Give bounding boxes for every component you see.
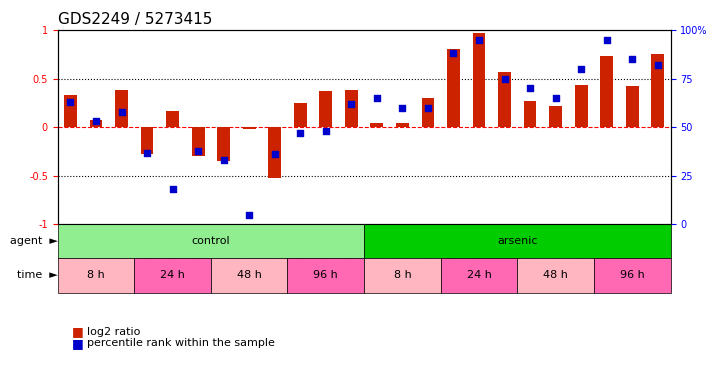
Point xyxy=(193,147,204,153)
FancyBboxPatch shape xyxy=(441,258,518,292)
Text: log2 ratio: log2 ratio xyxy=(87,327,140,337)
Bar xyxy=(192,127,205,156)
Point xyxy=(90,118,102,124)
Point xyxy=(345,101,357,107)
Text: ■: ■ xyxy=(72,326,84,338)
Bar xyxy=(64,95,77,127)
Bar xyxy=(167,111,179,127)
Bar xyxy=(601,56,613,127)
Text: arsenic: arsenic xyxy=(497,237,538,246)
Point xyxy=(473,37,485,43)
Bar xyxy=(575,86,588,127)
FancyBboxPatch shape xyxy=(288,258,364,292)
Bar xyxy=(523,101,536,127)
Text: 96 h: 96 h xyxy=(620,270,645,280)
Point xyxy=(294,130,306,136)
Text: 24 h: 24 h xyxy=(160,270,185,280)
FancyBboxPatch shape xyxy=(364,258,441,292)
FancyBboxPatch shape xyxy=(134,258,211,292)
Bar xyxy=(473,33,485,127)
Point xyxy=(448,50,459,56)
Text: percentile rank within the sample: percentile rank within the sample xyxy=(87,338,275,348)
Text: 48 h: 48 h xyxy=(236,270,262,280)
Text: 8 h: 8 h xyxy=(394,270,411,280)
Bar xyxy=(651,54,664,127)
Point xyxy=(652,62,663,68)
Point xyxy=(320,128,332,134)
Point xyxy=(499,76,510,82)
Point xyxy=(524,86,536,92)
Bar xyxy=(89,120,102,127)
Point xyxy=(218,157,229,163)
Bar xyxy=(268,127,281,178)
Text: time  ►: time ► xyxy=(17,270,58,280)
Bar xyxy=(549,106,562,127)
Point xyxy=(141,150,153,156)
Bar xyxy=(422,98,434,127)
Bar xyxy=(396,123,409,127)
Point xyxy=(627,56,638,62)
Point xyxy=(269,152,280,157)
Bar xyxy=(371,123,384,127)
FancyBboxPatch shape xyxy=(58,225,364,258)
Point xyxy=(423,105,434,111)
Text: GDS2249 / 5273415: GDS2249 / 5273415 xyxy=(58,12,212,27)
Text: 8 h: 8 h xyxy=(87,270,105,280)
Point xyxy=(397,105,408,111)
Text: 96 h: 96 h xyxy=(314,270,338,280)
Point xyxy=(550,95,562,101)
Text: ■: ■ xyxy=(72,337,84,350)
FancyBboxPatch shape xyxy=(518,258,594,292)
FancyBboxPatch shape xyxy=(594,258,671,292)
Text: 24 h: 24 h xyxy=(466,270,492,280)
Text: 48 h: 48 h xyxy=(543,270,568,280)
Bar xyxy=(294,103,306,127)
Point xyxy=(65,99,76,105)
Bar xyxy=(345,90,358,127)
Point xyxy=(244,212,255,218)
Point xyxy=(167,186,178,192)
FancyBboxPatch shape xyxy=(211,258,288,292)
Point xyxy=(371,95,383,101)
Text: control: control xyxy=(192,237,230,246)
Bar xyxy=(141,127,154,154)
Bar xyxy=(498,72,511,127)
Point xyxy=(601,37,612,43)
Bar xyxy=(217,127,230,161)
FancyBboxPatch shape xyxy=(364,225,671,258)
Text: agent  ►: agent ► xyxy=(10,237,58,246)
Bar xyxy=(626,86,639,127)
Point xyxy=(575,66,587,72)
Bar xyxy=(115,90,128,127)
FancyBboxPatch shape xyxy=(58,258,134,292)
Bar xyxy=(319,91,332,127)
Bar xyxy=(447,50,460,127)
Bar xyxy=(243,127,255,129)
Point xyxy=(116,109,128,115)
